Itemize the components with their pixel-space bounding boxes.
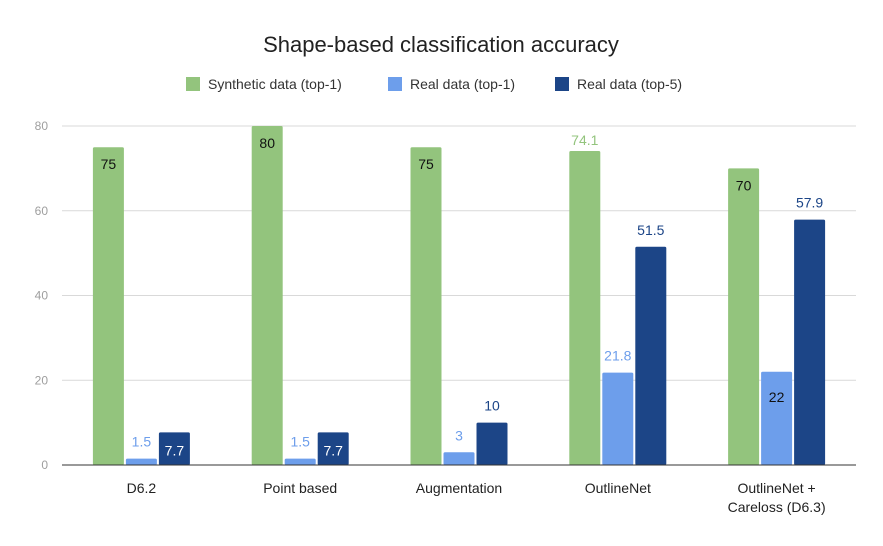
data-label: 7.7 [323,442,343,458]
legend-swatch [186,77,200,91]
x-tick-label: Point based [263,480,337,496]
data-label: 7.7 [165,442,185,458]
data-label: 57.9 [796,195,823,211]
data-label: 70 [736,177,752,193]
bar [251,126,283,465]
legend-swatch [555,77,569,91]
x-tick-label: D6.2 [127,480,157,496]
bar [569,151,601,465]
data-label: 1.5 [132,434,152,450]
x-tick-label: OutlineNet + Careloss (D6.3) [728,480,826,515]
bar [602,372,634,465]
x-axis-labels: D6.2 Point based Augmentation OutlineNet Out… [127,480,826,515]
bar [794,219,826,465]
data-labels: 75 1.5 7.7 80 1.5 7.7 75 3 10 74.1 21.8 51.5 70 22 57.… [101,132,824,458]
bar [761,371,793,465]
y-tick-label: 60 [35,204,49,218]
bar [476,422,508,465]
bar [284,458,316,465]
y-tick-label: 80 [35,119,49,133]
bars [92,126,826,465]
legend: Synthetic data (top-1) Real data (top-1) R… [186,76,682,92]
data-label: 51.5 [637,222,664,238]
bar [92,147,124,465]
x-tick-label: OutlineNet [585,480,651,496]
legend-label: Synthetic data (top-1) [208,76,342,92]
bar [635,246,667,465]
y-axis-ticks: 0 20 40 60 80 [35,119,49,472]
data-label: 21.8 [604,348,631,364]
bar [125,458,157,465]
bar [317,432,349,465]
chart-title: Shape-based classification accuracy [263,32,619,57]
y-tick-label: 0 [41,458,48,472]
data-label: 75 [101,156,117,172]
y-tick-label: 40 [35,289,49,303]
data-label: 10 [484,398,500,414]
bar [158,432,190,465]
bar [410,147,442,465]
bar [728,168,760,465]
y-tick-label: 20 [35,373,49,387]
legend-label: Real data (top-5) [577,76,682,92]
data-label: 1.5 [290,434,310,450]
gridlines [62,125,856,381]
legend-swatch [388,77,402,91]
bar [443,452,475,465]
legend-label: Real data (top-1) [410,76,515,92]
data-label: 22 [769,389,785,405]
data-label: 80 [259,135,275,151]
data-label: 74.1 [571,132,598,148]
x-tick-label: Augmentation [416,480,502,496]
data-label: 75 [418,156,434,172]
data-label: 3 [455,427,463,443]
